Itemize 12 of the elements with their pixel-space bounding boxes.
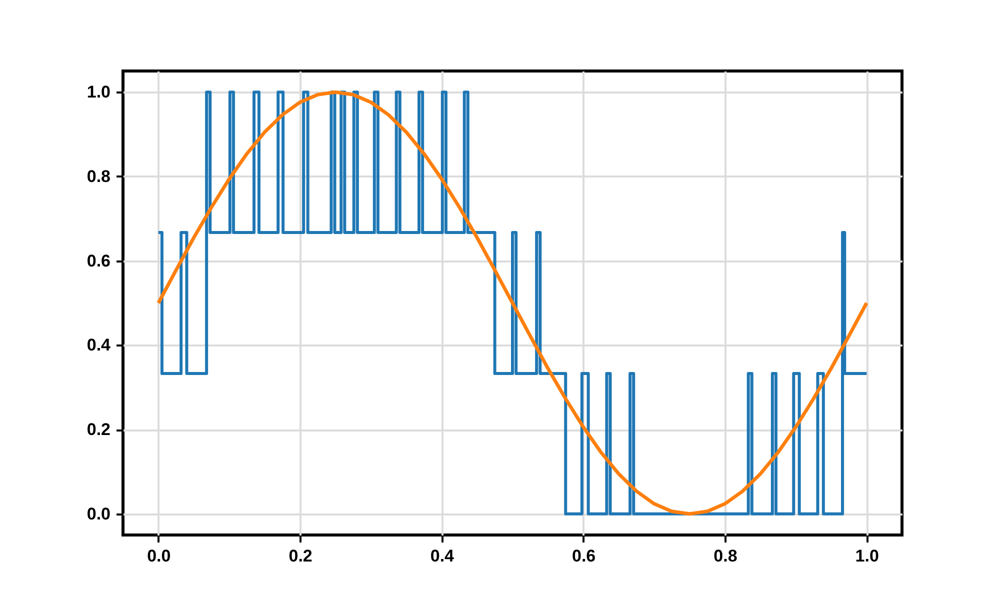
y-tick-label: 0.2 (86, 420, 110, 440)
x-tick-label: 0.4 (430, 546, 455, 566)
y-tick-label: 0.0 (86, 504, 110, 524)
x-tick-label: 0.0 (147, 546, 171, 566)
y-tick-label: 0.4 (86, 336, 112, 355)
x-tick-label: 0.8 (714, 546, 738, 566)
y-tick-label: 0.8 (86, 166, 110, 186)
x-tick-label: 0.2 (288, 546, 312, 566)
y-tick-label: 0.6 (86, 251, 110, 270)
x-tick-label: 1.0 (855, 546, 879, 566)
x-tick-label: 0.6 (572, 546, 596, 566)
y-tick-label: 1.0 (86, 82, 110, 102)
